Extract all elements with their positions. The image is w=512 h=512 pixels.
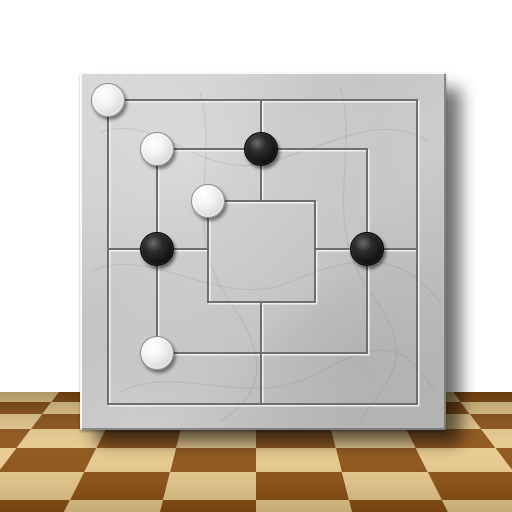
white-piece[interactable] (140, 132, 174, 166)
morris-board[interactable] (80, 72, 446, 430)
white-piece[interactable] (191, 184, 225, 218)
board-grooves (89, 86, 441, 423)
marble-vein (339, 86, 398, 423)
white-piece[interactable] (140, 336, 174, 370)
black-piece[interactable] (140, 232, 174, 266)
white-piece[interactable] (91, 83, 125, 117)
black-piece[interactable] (350, 232, 384, 266)
marble-vein (119, 349, 436, 393)
marble-vein (89, 260, 441, 303)
black-piece[interactable] (244, 132, 278, 166)
